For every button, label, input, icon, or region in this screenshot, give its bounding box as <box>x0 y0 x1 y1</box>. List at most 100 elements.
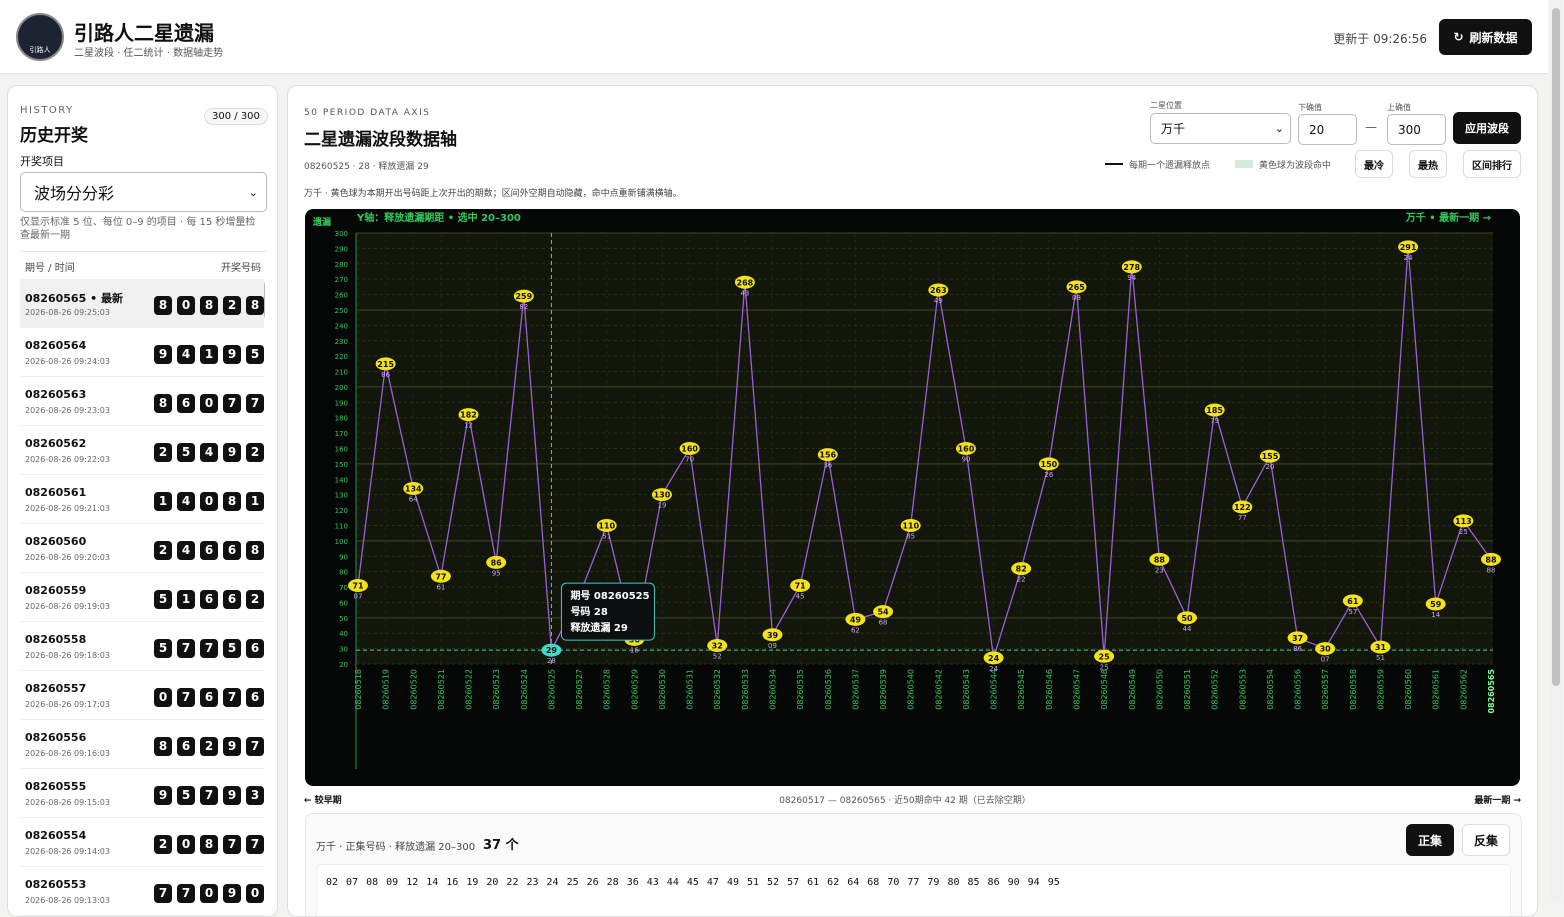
col-period: 期号 / 时间 <box>25 263 75 274</box>
digit-ball: 0 <box>177 295 195 315</box>
input-value: 20 <box>1309 122 1325 137</box>
code-label: 08 <box>1072 294 1081 302</box>
time: 2026-08-26 09:19:03 <box>25 602 110 611</box>
col-numbers: 开奖号码 <box>221 263 261 274</box>
x-tick-label: 08260533 <box>741 669 750 710</box>
code-label: 43 <box>740 289 749 297</box>
code-label: 14 <box>1431 611 1440 619</box>
code-label: 26 <box>1044 471 1053 479</box>
upper-input[interactable]: 300 <box>1387 114 1446 145</box>
value-label: 259 <box>515 292 532 301</box>
x-tick-label: 08260547 <box>1072 669 1081 710</box>
apply-button[interactable]: 应用波段 <box>1453 112 1521 144</box>
hit-ball <box>430 569 451 583</box>
value-label: 110 <box>598 521 615 530</box>
tooltip-code: 号码 28 <box>570 606 607 618</box>
digit-ball: 7 <box>223 687 241 707</box>
button-label: 区间排行 <box>1472 160 1512 172</box>
period: 08260558 <box>25 633 86 646</box>
lower-input[interactable]: 20 <box>1298 114 1357 145</box>
hit-ball <box>955 442 976 455</box>
negative-button[interactable]: 反集 <box>1462 824 1510 856</box>
scrollbar[interactable] <box>1551 0 1561 901</box>
y-tick-label: 150 <box>335 461 348 469</box>
footer-center: 08260517 — 08260565 · 近50期命中 42 期（已去除空期） <box>779 796 1031 806</box>
code-label: 12 <box>464 422 473 430</box>
code-label: 62 <box>851 626 860 634</box>
value-label: 32 <box>712 642 723 651</box>
position-select[interactable]: 万千 ⌄ <box>1150 113 1291 144</box>
hit-ball <box>873 605 894 619</box>
x-tick-label: 08260531 <box>686 669 695 710</box>
value-label: 155 <box>1262 452 1279 461</box>
x-tick-label: 08260561 <box>1432 669 1441 710</box>
time: 2026-08-26 09:25:03 <box>25 308 110 317</box>
value-label: 265 <box>1068 283 1085 292</box>
rank-button[interactable]: 区间排行 <box>1463 150 1521 178</box>
period: 08260556 <box>25 731 86 744</box>
select-value: 波场分分彩 <box>34 184 115 203</box>
digit-ball: 6 <box>246 687 264 707</box>
positive-button[interactable]: 正集 <box>1406 824 1454 856</box>
result-number: 08 <box>366 877 379 888</box>
digit-ball: 6 <box>200 589 218 609</box>
history-row: 08260562 2026-08-26 09:22:03 2 5 4 9 2 <box>20 426 264 475</box>
digit-ball: 2 <box>223 295 241 315</box>
y-tick-label: 70 <box>339 584 348 592</box>
input-value: 300 <box>1398 122 1421 137</box>
time: 2026-08-26 09:17:03 <box>25 700 110 709</box>
legend-ball-swatch <box>1235 160 1253 168</box>
footer-right: 最新一期 → <box>1474 796 1521 806</box>
code-label: 16 <box>630 646 639 654</box>
result-number: 68 <box>867 877 880 888</box>
digit-ball: 0 <box>246 883 264 903</box>
value-label: 31 <box>1375 643 1387 652</box>
x-tick-label: 08260546 <box>1045 669 1054 710</box>
digit-ball: 7 <box>246 393 264 413</box>
time: 2026-08-26 09:14:03 <box>25 847 110 856</box>
time: 2026-08-26 09:22:03 <box>25 455 110 464</box>
code-label: 07 <box>1321 656 1330 664</box>
digit-ball: 5 <box>223 638 241 658</box>
button-label: 最冷 <box>1364 160 1384 172</box>
digit-ball: 0 <box>200 393 218 413</box>
time: 2026-08-26 09:16:03 <box>25 749 110 758</box>
code-label: 23 <box>1155 566 1164 574</box>
result-label: 万千 · 正集号码 · 释放遗漏 20–300 <box>316 842 476 853</box>
digit-ball: 2 <box>246 442 264 462</box>
cold-button[interactable]: 最冷 <box>1355 150 1393 178</box>
y-tick-label: 240 <box>335 322 348 330</box>
hit-ball <box>1425 597 1446 611</box>
value-label: 160 <box>958 445 975 454</box>
code-label: 95 <box>492 569 501 577</box>
select-value: 万千 <box>1161 122 1186 136</box>
code-label: 57 <box>1348 608 1357 616</box>
y-tick-label: 210 <box>335 369 348 377</box>
refresh-button[interactable]: ↻ 刷新数据 <box>1439 19 1532 55</box>
value-label: 77 <box>435 572 446 581</box>
value-label: 24 <box>988 654 1000 663</box>
corner-label: 万千 • 最新一期 → <box>1405 211 1491 224</box>
footer-left: ← 较早期 <box>304 796 342 806</box>
x-tick-label: 08260527 <box>575 669 584 710</box>
value-label: 25 <box>1099 652 1111 661</box>
code-label: 45 <box>796 592 805 600</box>
history-row: 08260565 • 最新 2026-08-26 09:25:03 8 0 8 2 8 <box>20 279 264 328</box>
x-tick-label: 08260554 <box>1266 669 1275 710</box>
code-label: 24 <box>1404 254 1413 262</box>
hit-ball <box>375 357 396 371</box>
value-label: 82 <box>1016 565 1027 574</box>
hit-ball <box>1370 640 1391 654</box>
value-label: 182 <box>460 411 477 420</box>
y-tick-label: 220 <box>335 353 348 361</box>
result-number: 94 <box>1027 877 1040 888</box>
digit-ball: 6 <box>246 638 264 658</box>
x-tick-label: 08260558 <box>1349 669 1358 710</box>
lottery-select[interactable]: 波场分分彩 ⌄ <box>20 172 267 212</box>
hot-button[interactable]: 最热 <box>1409 150 1447 178</box>
